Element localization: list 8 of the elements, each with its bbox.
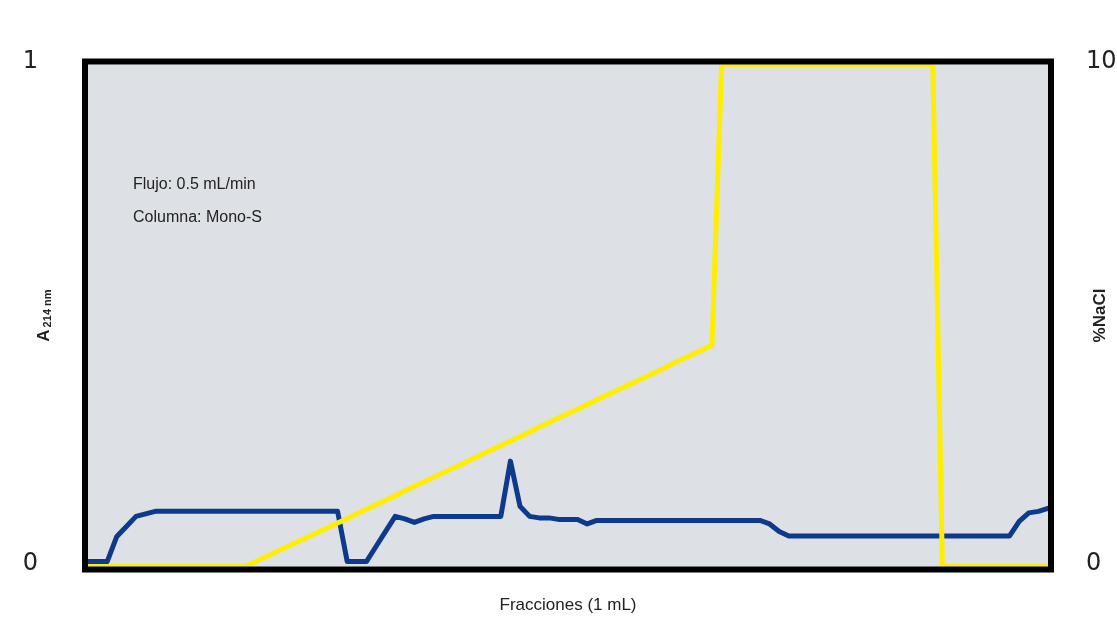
y-axis-title: A214 nm	[33, 289, 54, 342]
y2-tick-label: 0	[1086, 547, 1102, 576]
y-tick-label: 1	[22, 45, 38, 74]
annotation: Flujo: 0.5 mL/min	[133, 174, 256, 192]
y2-tick-label: 10	[1086, 45, 1117, 74]
annotation: Columna: Mono-S	[133, 207, 262, 225]
y2-axis-title: %NaCl	[1089, 288, 1109, 343]
x-axis-title: Fracciones (1 mL)	[499, 595, 637, 615]
